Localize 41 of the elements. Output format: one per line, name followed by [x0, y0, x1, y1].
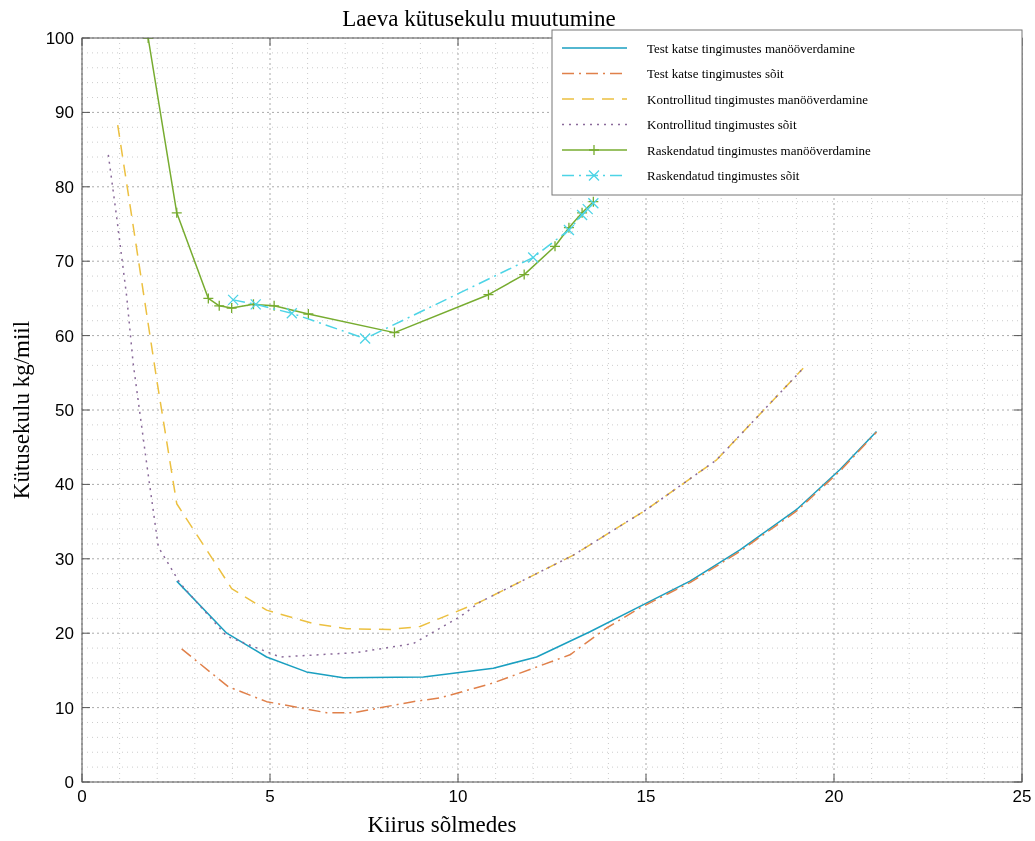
x-tick-label: 5 — [265, 787, 275, 806]
y-tick-label: 30 — [55, 549, 74, 569]
point — [171, 207, 183, 219]
x-tick-label: 10 — [448, 787, 468, 806]
point — [226, 302, 238, 314]
point — [582, 203, 594, 215]
x-tick-label: 0 — [77, 787, 87, 806]
point — [359, 332, 371, 345]
point — [202, 292, 214, 305]
x-axis-title: Kiirus sõlmedes — [367, 812, 517, 837]
chart-title: Laeva kütusekulu muutumine — [342, 6, 616, 31]
x-tick-label: 20 — [824, 787, 844, 806]
legend-label: Raskendatud tingimustes manööverdamine — [647, 142, 872, 158]
point — [227, 294, 239, 306]
y-tick-label: 20 — [55, 624, 74, 644]
x-tick-label: 25 — [1012, 787, 1032, 806]
y-tick-label: 40 — [55, 475, 74, 495]
y-tick-label: 80 — [55, 177, 74, 197]
point — [549, 240, 561, 252]
point — [388, 326, 401, 339]
y-tick-label: 10 — [55, 698, 74, 718]
point — [302, 308, 314, 320]
y-tick-label: 60 — [55, 326, 74, 346]
point — [213, 300, 225, 312]
y-tick-label: 70 — [55, 252, 74, 272]
point — [268, 300, 280, 312]
legend-label: Kontrollitud tingimustes sõit — [647, 117, 797, 133]
y-tick-label: 50 — [55, 400, 74, 420]
point — [482, 289, 495, 301]
legend-label: Kontrollitud tingimustes manööverdamine — [647, 91, 869, 107]
y-tick-label: 90 — [55, 103, 74, 123]
legend-label: Test katse tingimustes manööverdamine — [647, 40, 856, 56]
legend-label: Raskendatud tingimustes sõit — [647, 168, 800, 184]
point — [527, 251, 539, 264]
y-tick-label: 0 — [64, 772, 74, 792]
y-axis-title: Kütusekulu kg/miil — [9, 320, 34, 500]
y-tick-label: 100 — [45, 28, 74, 48]
legend-label: Test katse tingimustes sõit — [647, 66, 785, 82]
x-tick-label: 15 — [636, 787, 656, 806]
point — [286, 307, 298, 319]
point — [518, 268, 530, 281]
